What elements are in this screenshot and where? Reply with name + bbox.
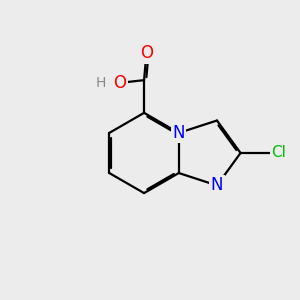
Text: O: O [113,74,127,92]
Text: Cl: Cl [271,146,286,160]
Text: N: N [172,124,185,142]
Text: N: N [211,176,223,194]
Text: H: H [95,76,106,90]
Text: O: O [140,44,153,62]
